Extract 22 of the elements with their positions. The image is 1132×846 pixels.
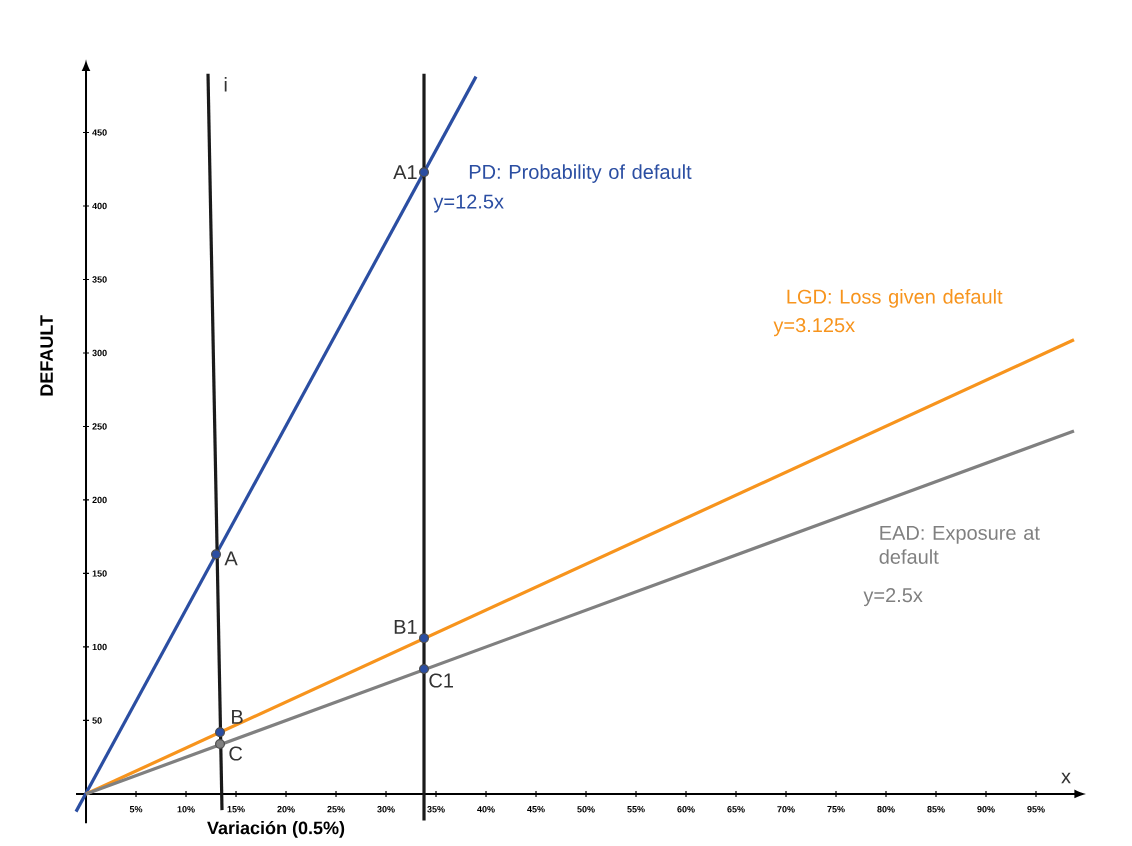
annotation: y=2.5x xyxy=(863,588,923,607)
annotation: y=12.5x xyxy=(433,194,504,213)
x-axis-title: Variación (0.5%) xyxy=(207,820,345,838)
point xyxy=(419,633,430,644)
annotation: C xyxy=(229,746,243,761)
annotation: B xyxy=(232,710,243,724)
annotation: B1 xyxy=(394,619,417,634)
point xyxy=(215,738,226,749)
point xyxy=(215,727,226,738)
annotation: x xyxy=(1061,772,1071,784)
point xyxy=(211,549,222,560)
annotation: A xyxy=(224,551,238,566)
point xyxy=(419,167,430,178)
point xyxy=(419,664,430,675)
annotation: i xyxy=(224,77,227,92)
series-label: EAD: Exposure at default xyxy=(879,525,1040,564)
series-label: PD: Probability of default xyxy=(469,164,692,183)
y-axis-title: DEFAULT xyxy=(40,315,53,396)
text: LGD: Loss given default xyxy=(787,289,1003,308)
annotation: A1 xyxy=(393,165,417,180)
annotation: y=3.125x xyxy=(773,318,855,337)
annotation: C1 xyxy=(429,673,454,688)
